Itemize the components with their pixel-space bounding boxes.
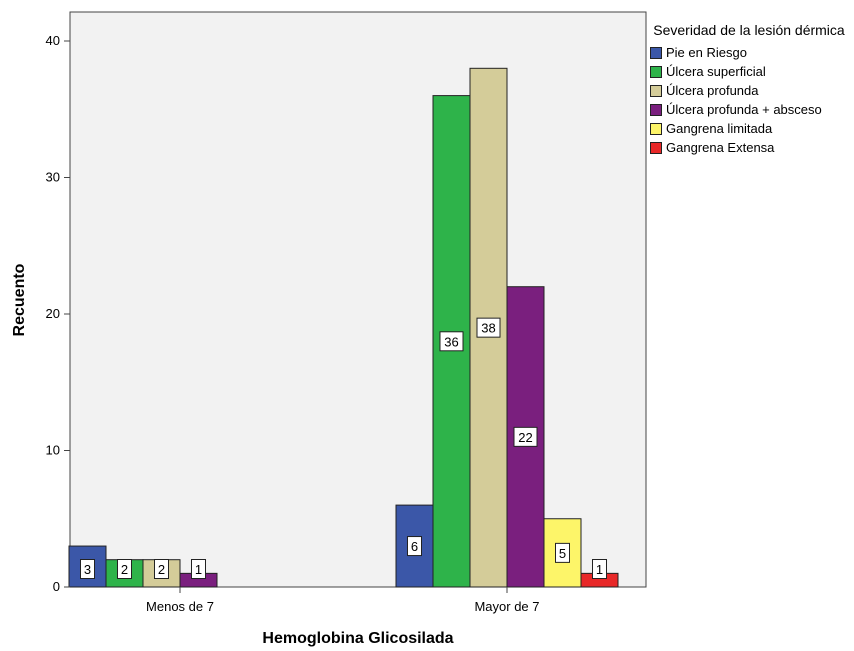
data-label: 6 [411, 539, 418, 554]
legend-item: Úlcera profunda + absceso [650, 100, 854, 119]
y-axis-title: Recuento [11, 263, 28, 336]
legend-label: Úlcera profunda [666, 83, 759, 98]
legend-label: Úlcera profunda + absceso [666, 102, 822, 117]
x-axis: Menos de 7 Mayor de 7 [146, 587, 540, 614]
data-label: 1 [195, 562, 202, 577]
legend-label: Pie en Riesgo [666, 45, 747, 60]
data-label-box [407, 536, 422, 557]
data-label: 2 [121, 562, 128, 577]
data-label: 3 [84, 562, 91, 577]
legend-item: Úlcera superficial [650, 62, 854, 81]
legend: Severidad de la lesión dérmica Pie en Ri… [650, 22, 854, 157]
data-label-box [439, 331, 464, 352]
legend-swatch [650, 84, 662, 97]
y-tick-label: 40 [46, 33, 60, 48]
y-tick-label: 10 [46, 443, 60, 458]
legend-swatch [650, 46, 662, 59]
y-axis: 0 10 20 30 40 [46, 33, 70, 594]
x-axis-title: Hemoglobina Glicosilada [262, 630, 453, 647]
x-tick-label: Menos de 7 [146, 599, 214, 614]
data-label: 1 [596, 562, 603, 577]
legend-label: Gangrena Extensa [666, 140, 775, 155]
data-label-box [191, 559, 206, 579]
legend-swatch [650, 103, 662, 116]
plot-area [69, 11, 647, 588]
data-label-box [513, 426, 538, 447]
data-label-box [154, 559, 169, 579]
y-tick-label: 20 [46, 306, 60, 321]
legend-label: Gangrena limitada [666, 121, 773, 136]
data-label-box [476, 317, 501, 338]
data-label: 36 [444, 334, 458, 349]
data-label: 2 [158, 562, 165, 577]
data-label: 5 [559, 546, 566, 561]
data-label: 38 [481, 321, 495, 336]
legend-item: Gangrena limitada [650, 119, 854, 138]
data-label-box [555, 542, 570, 563]
legend-title: Severidad de la lesión dérmica [653, 22, 845, 38]
data-label: 22 [518, 430, 532, 445]
legend-item: Úlcera profunda [650, 81, 854, 100]
legend-item: Gangrena Extensa [650, 138, 854, 157]
x-tick-label: Mayor de 7 [474, 599, 539, 614]
legend-swatch [650, 141, 662, 154]
legend-swatch [650, 65, 662, 78]
y-tick-label: 30 [46, 170, 60, 185]
legend-label: Úlcera superficial [666, 64, 766, 79]
legend-swatch [650, 122, 662, 135]
legend-items: Pie en Riesgo Úlcera superficial Úlcera pr… [650, 43, 854, 157]
legend-item: Pie en Riesgo [650, 43, 854, 62]
y-tick-label: 0 [53, 579, 60, 594]
data-label-box [592, 559, 607, 579]
data-label-box [117, 559, 132, 579]
data-label-box [80, 559, 95, 579]
